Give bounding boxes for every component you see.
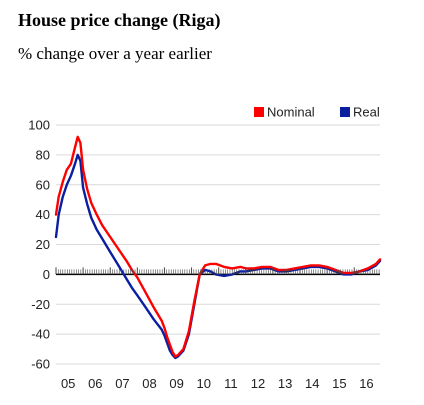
- x-tick-label: 13: [278, 376, 292, 391]
- series-line-nominal: [54, 135, 382, 358]
- series-layer: [54, 135, 382, 360]
- series-line-real: [54, 153, 382, 360]
- x-tick-label: 09: [169, 376, 183, 391]
- y-tick-label: -40: [31, 327, 50, 342]
- x-tick-label: 14: [305, 376, 319, 391]
- legend: Nominal Real: [254, 105, 380, 120]
- x-tick-label: 15: [332, 376, 346, 391]
- chart-subtitle: % change over a year earlier: [18, 44, 212, 63]
- y-tick-label: 20: [36, 237, 50, 252]
- y-tick-label: 100: [28, 118, 50, 133]
- legend-label-real: Real: [353, 105, 380, 120]
- axis-layer: 100 80 60 40 20 0 -20 -40 -60 05 06 07 08 09 10 11 12 13 1…: [28, 118, 380, 391]
- x-tick-label: 07: [115, 376, 129, 391]
- x-tick-label: 10: [197, 376, 211, 391]
- x-tick-label: 16: [359, 376, 373, 391]
- x-tick-label: 11: [224, 376, 238, 391]
- y-tick-label: 80: [36, 147, 50, 162]
- x-tick-label: 05: [61, 376, 75, 391]
- y-tick-label: 40: [36, 207, 50, 222]
- y-tick-label: 60: [36, 177, 50, 192]
- legend-swatch-real: [340, 107, 350, 117]
- y-tick-label: -60: [31, 357, 50, 372]
- y-tick-label: 0: [43, 267, 50, 282]
- x-tick-label: 06: [88, 376, 102, 391]
- y-tick-label: -20: [31, 297, 50, 312]
- x-tick-label: 08: [142, 376, 156, 391]
- x-tick-label: 12: [251, 376, 265, 391]
- legend-label-nominal: Nominal: [267, 105, 315, 120]
- legend-swatch-nominal: [254, 107, 264, 117]
- chart-title: House price change (Riga): [18, 10, 221, 30]
